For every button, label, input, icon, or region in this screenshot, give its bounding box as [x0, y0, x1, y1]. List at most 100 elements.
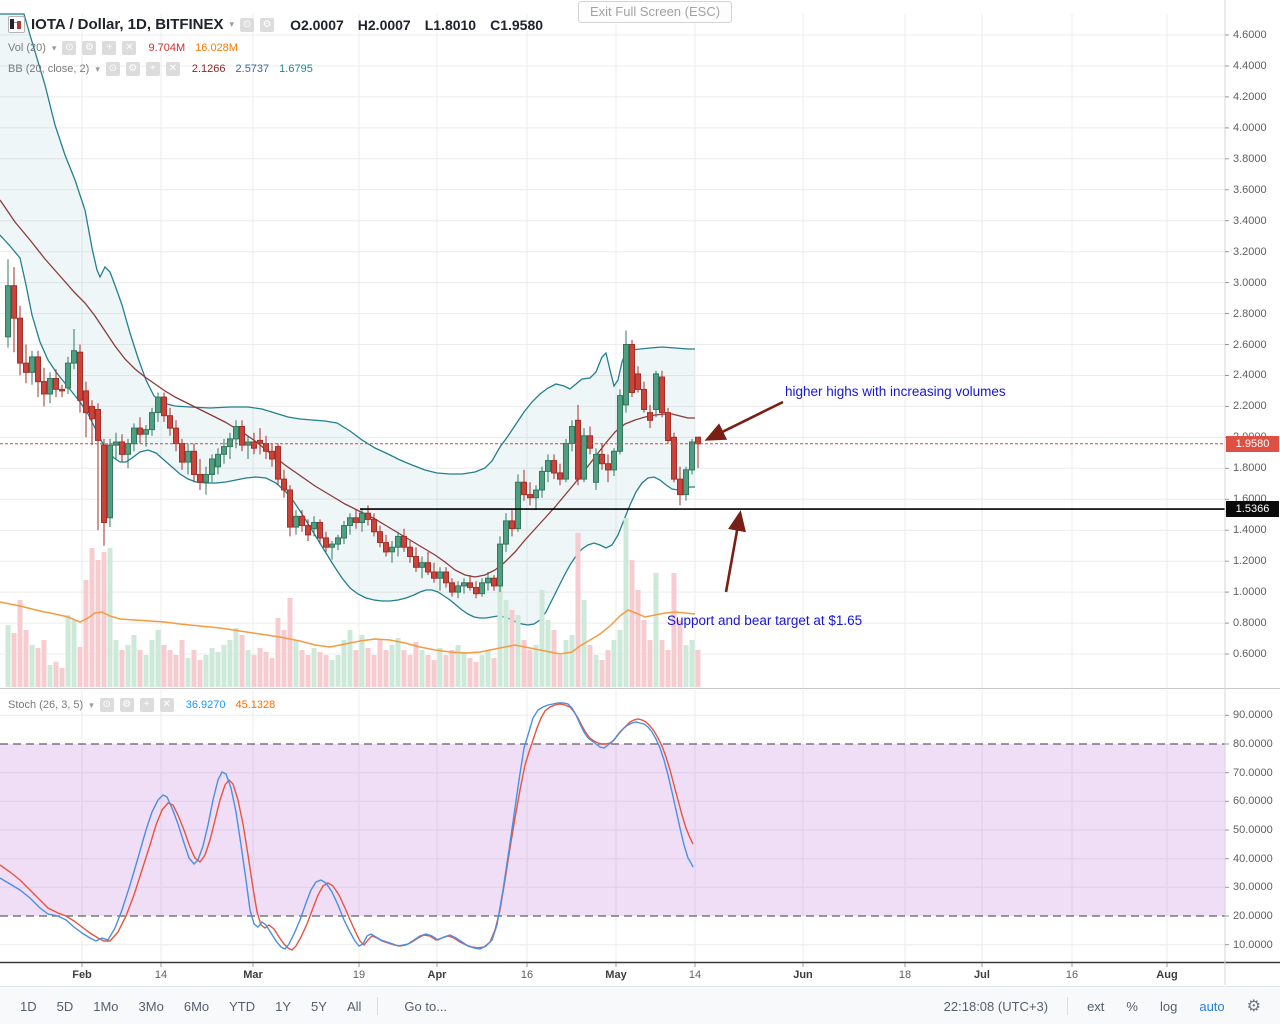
bottom-toolbar: 1D 5D 1Mo 3Mo 6Mo YTD 1Y 5Y All Go to... 22:18:0…	[0, 986, 1280, 1024]
goto-button[interactable]: Go to...	[404, 998, 448, 1014]
low-value: L1.8010	[424, 16, 477, 33]
time-tick-label: Apr	[427, 969, 447, 981]
stoch-tick-label: 80.0000	[1233, 738, 1273, 750]
chevron-down-icon[interactable]: ▾	[89, 699, 94, 710]
gear-icon[interactable]: ⚙	[260, 17, 275, 32]
volume-bars	[5, 518, 701, 687]
time-tick-label: Jun	[793, 969, 813, 981]
support-level-label: 1.5366	[1226, 501, 1279, 518]
exit-fullscreen-tooltip: Exit Full Screen (ESC)	[578, 1, 733, 23]
price-tick-label: 0.6000	[1233, 648, 1267, 660]
circle-icon[interactable]: ⊙	[240, 17, 255, 32]
stoch-tick-label: 60.0000	[1233, 795, 1273, 808]
price-tick-label: 3.6000	[1233, 183, 1267, 196]
price-tick-label: 2.4000	[1233, 369, 1267, 382]
toolbar-divider	[377, 997, 379, 1015]
price-tick-label: 3.4000	[1233, 214, 1267, 227]
chevron-down-icon[interactable]: ▾	[95, 63, 100, 74]
price-tick-label: 4.4000	[1233, 59, 1267, 72]
auto-scale-toggle[interactable]: auto	[1199, 998, 1225, 1014]
price-tick-label: 1.0000	[1233, 586, 1267, 599]
price-tick-label: 1.4000	[1233, 524, 1267, 537]
stoch-k-value: 36.9270	[185, 699, 226, 711]
close-value: C1.9580	[490, 16, 544, 33]
symbol-title[interactable]: IOTA / Dollar, 1D, BITFINEX	[31, 16, 224, 33]
price-tick-label: 3.2000	[1233, 245, 1267, 258]
chevron-down-icon[interactable]: ▾	[51, 42, 57, 53]
chart-header: − IOTA / Dollar, 1D, BITFINEX ▾ ⊙ ⚙ O2.0…	[8, 16, 543, 33]
high-value: H2.0007	[357, 16, 411, 33]
close-icon[interactable]: ✕	[159, 698, 174, 712]
bb-lower-value: 1.6795	[279, 63, 313, 75]
bb-indicator-label[interactable]: BB (20, close, 2)	[8, 63, 90, 75]
gear-icon[interactable]: ⚙	[119, 698, 134, 712]
bb-indicator-row: BB (20, close, 2) ▾ ⊙ ⚙ + ✕ 2.1266 2.573…	[8, 62, 313, 76]
percent-scale-toggle[interactable]: %	[1126, 998, 1138, 1014]
eye-icon[interactable]: ⊙	[62, 41, 77, 55]
time-tick-label: 18	[898, 969, 912, 981]
price-tick-label: 4.2000	[1233, 90, 1267, 103]
range-button-1d[interactable]: 1D	[20, 998, 37, 1014]
range-button-3mo[interactable]: 3Mo	[138, 998, 164, 1014]
gear-icon[interactable]: ⚙	[125, 62, 140, 76]
gear-icon[interactable]: ⚙	[82, 41, 97, 55]
price-tick-label: 1.8000	[1233, 462, 1267, 475]
annotation-support-target: Support and bear target at $1.65	[667, 613, 863, 628]
series-type-icon	[10, 19, 21, 29]
chevron-down-icon[interactable]: ▾	[229, 19, 235, 29]
time-tick-label: 16	[1065, 969, 1079, 981]
close-icon[interactable]: ✕	[122, 41, 137, 55]
open-value: O2.0007	[290, 16, 344, 33]
time-tick-label: 14	[688, 969, 702, 981]
stoch-d-value: 45.1328	[235, 699, 276, 711]
price-tick-label: 2.2000	[1233, 400, 1267, 413]
eye-icon[interactable]: ⊙	[99, 698, 114, 712]
extended-hours-toggle[interactable]: ext	[1087, 998, 1105, 1014]
time-tick-label: Aug	[1156, 969, 1178, 981]
range-button-ytd[interactable]: YTD	[229, 998, 256, 1014]
range-button-1y[interactable]: 1Y	[275, 998, 292, 1014]
stoch-indicator-row: Stoch (26, 3, 5) ▾ ⊙ ⚙ + ✕ 36.9270 45.13…	[8, 698, 275, 712]
time-tick-label: Feb	[72, 969, 92, 981]
log-scale-toggle[interactable]: log	[1159, 998, 1178, 1014]
time-tick-label: 19	[352, 969, 366, 981]
volume-indicator-label[interactable]: Vol (20)	[8, 42, 46, 54]
price-tick-label: 4.6000	[1233, 29, 1267, 41]
stochastic-pane	[0, 702, 1225, 951]
range-button-5y[interactable]: 5Y	[311, 998, 327, 1014]
price-tick-label: 2.6000	[1233, 338, 1267, 351]
annotation-arrows	[704, 400, 784, 593]
eye-icon[interactable]: ⊙	[105, 62, 120, 76]
plus-icon[interactable]: +	[102, 41, 117, 55]
pane-separators	[0, 0, 1280, 985]
volume-ma-line	[0, 601, 696, 655]
stoch-tick-label: 10.0000	[1233, 938, 1273, 951]
stoch-indicator-label[interactable]: Stoch (26, 3, 5)	[8, 699, 84, 711]
price-tick-label: 2.8000	[1233, 307, 1267, 320]
time-tick-label: Mar	[243, 969, 263, 981]
stoch-tick-label: 90.0000	[1233, 709, 1273, 722]
bb-upper-value: 2.5737	[235, 63, 270, 75]
price-tick-label: 0.8000	[1233, 617, 1267, 630]
time-tick-label: 16	[520, 969, 534, 981]
range-button-5d[interactable]: 5D	[56, 998, 74, 1014]
settings-gear-icon[interactable]: ⚙	[1246, 998, 1261, 1015]
plus-icon[interactable]: +	[145, 62, 160, 76]
candles	[5, 259, 701, 599]
close-icon[interactable]: ✕	[165, 62, 180, 76]
volume-indicator-row: Vol (20) ▾ ⊙ ⚙ + ✕ 9.704M 16.028M	[8, 41, 238, 55]
range-button-all[interactable]: All	[346, 998, 362, 1014]
range-button-6mo[interactable]: 6Mo	[183, 998, 210, 1014]
clock[interactable]: 22:18:08 (UTC+3)	[943, 998, 1049, 1014]
stoch-k-line	[0, 702, 694, 950]
range-button-1mo[interactable]: 1Mo	[93, 998, 119, 1014]
plus-icon[interactable]: +	[139, 698, 154, 712]
time-tick-label: Jul	[974, 969, 990, 981]
range-buttons: 1D 5D 1Mo 3Mo 6Mo YTD 1Y 5Y All	[10, 995, 371, 1018]
stoch-tick-label: 50.0000	[1233, 824, 1273, 836]
grid	[0, 14, 1225, 962]
price-tick-label: 3.8000	[1233, 152, 1267, 165]
annotation-higher-highs: higher highs with increasing volumes	[785, 384, 1006, 399]
